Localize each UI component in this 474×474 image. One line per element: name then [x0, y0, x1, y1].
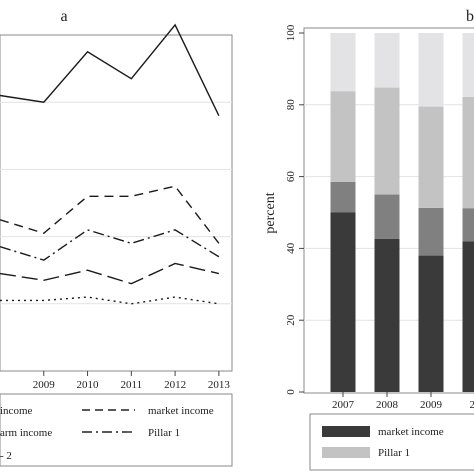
panel-b-bars	[330, 33, 474, 392]
panel-b-bar-segment	[330, 33, 356, 92]
panel-b-bar-segment	[462, 208, 474, 242]
panel-a-legend-text: market income	[148, 405, 214, 417]
panel-b-x-tick-label: 2007	[332, 399, 355, 411]
panel-a-legend-text: - 2	[0, 450, 12, 462]
panel-b-bar-segment	[462, 33, 474, 97]
panel-b: b percent 0 20 40 60 80 100 2007 2008 2009 20 ma…	[263, 8, 474, 471]
panel-b-y-tick-label: 40	[285, 242, 297, 254]
panel-b-legend-swatch-pillar-1	[322, 447, 370, 458]
panel-b-x-tick-label: 2008	[376, 399, 399, 411]
panel-a-series	[0, 23, 220, 305]
panel-b-y-tick-label: 20	[285, 314, 297, 326]
panel-a-x-tick-label: 2012	[164, 379, 186, 391]
panel-b-y-axis: 0 20 40 60 80 100	[285, 24, 304, 395]
panel-b-bar-segment	[330, 181, 356, 213]
panel-a-series-line-solid	[0, 23, 220, 116]
panel-a-series-line-longdash	[0, 262, 220, 285]
panel-a-legend-text: Pillar 1	[148, 427, 180, 439]
panel-b-y-tick-label: 80	[285, 99, 297, 111]
panel-b-bar-segment	[462, 96, 474, 209]
panel-a-series-line-dotted	[0, 296, 219, 305]
panel-b-y-tick-label: 100	[285, 24, 297, 41]
panel-b-bar-segment	[374, 194, 400, 239]
panel-a-x-axis: 2009 2010 2011 2012 2013	[33, 371, 231, 391]
panel-a-gridlines	[0, 101, 232, 305]
panel-a-plot-frame	[0, 34, 233, 372]
panel-b-y-axis-title: percent	[263, 192, 278, 233]
panel-a-title: a	[60, 8, 67, 25]
panel-b-bar-segment	[374, 87, 400, 195]
panel-b-bar-segment	[374, 238, 400, 392]
panel-a-x-tick-label: 2009	[33, 379, 56, 391]
panel-b-bar-segment	[330, 91, 356, 182]
panel-b-title: b	[466, 8, 474, 25]
panel-b-legend-swatch-market-income	[322, 426, 370, 437]
panel-b-x-tick-label: 20	[470, 399, 474, 411]
panel-a-legend-box	[0, 393, 233, 467]
panel-b-x-tick-label: 2009	[420, 399, 443, 411]
panel-b-bar-segment	[418, 255, 444, 392]
panel-b-y-tick-label: 60	[285, 171, 297, 183]
panel-b-bar-segment	[418, 106, 444, 208]
panel-b-legend-text: market income	[378, 426, 444, 438]
panel-b-bar-segment	[418, 207, 444, 256]
panel-b-bar-segment	[462, 241, 474, 392]
panel-a-series-line-dashdot	[0, 229, 220, 261]
panel-b-bar-segment	[330, 212, 356, 392]
panel-a-legend-text: income	[0, 405, 32, 417]
panel-b-bar-segment	[374, 33, 400, 88]
panel-a-series-line-dashed	[0, 185, 220, 244]
panel-b-y-tick-label: 0	[285, 389, 297, 395]
panel-b-legend-text: Pillar 1	[378, 447, 410, 459]
panel-a: a 2009 2010 2011 2012 2013 income market inc…	[0, 8, 233, 467]
panel-b-legend-box	[309, 413, 474, 471]
panel-a-x-tick-label: 2013	[208, 379, 231, 391]
panel-a-x-tick-label: 2010	[77, 379, 100, 391]
panel-a-x-tick-label: 2011	[121, 379, 143, 391]
panel-b-x-axis: 2007 2008 2009 20	[332, 392, 474, 411]
panel-a-legend-text: arm income	[0, 427, 52, 439]
panel-b-bar-segment	[418, 33, 444, 107]
